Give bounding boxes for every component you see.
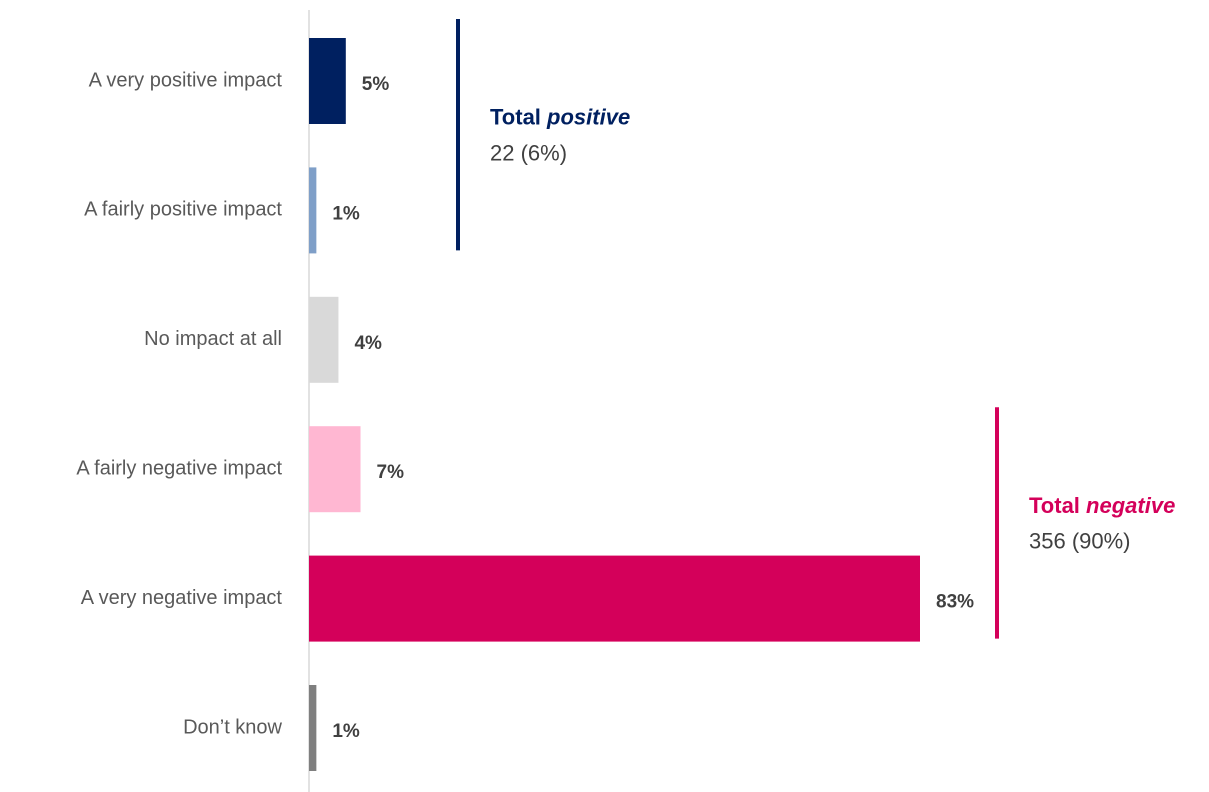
bar [309,685,317,771]
bar [309,296,339,383]
annotation-title: Total positive [490,105,630,130]
annotation-detail: 356 (90%) [1029,529,1131,554]
bar [309,167,317,254]
value-label: 1% [332,721,360,742]
annotation-detail: 22 (6%) [490,141,567,166]
value-label: 5% [362,74,390,95]
category-label: A fairly negative impact [76,457,282,479]
category-label: A very negative impact [81,587,283,609]
bar [309,426,361,513]
category-label: A very positive impact [89,69,283,91]
bar [309,555,920,642]
value-label: 4% [354,333,382,354]
value-label: 83% [936,592,974,613]
category-label: No impact at all [144,328,282,350]
value-label: 7% [377,462,405,483]
category-label: A fairly positive impact [84,199,282,221]
annotation-emphasis: positive [546,105,630,130]
annotation-label: Total [1029,493,1080,518]
value-label: 1% [332,203,360,224]
bar [309,38,346,124]
annotation-label: Total [490,105,541,130]
annotation-title: Total negative [1029,493,1175,518]
annotation-emphasis: negative [1086,493,1175,518]
category-label: Don’t know [183,716,282,738]
